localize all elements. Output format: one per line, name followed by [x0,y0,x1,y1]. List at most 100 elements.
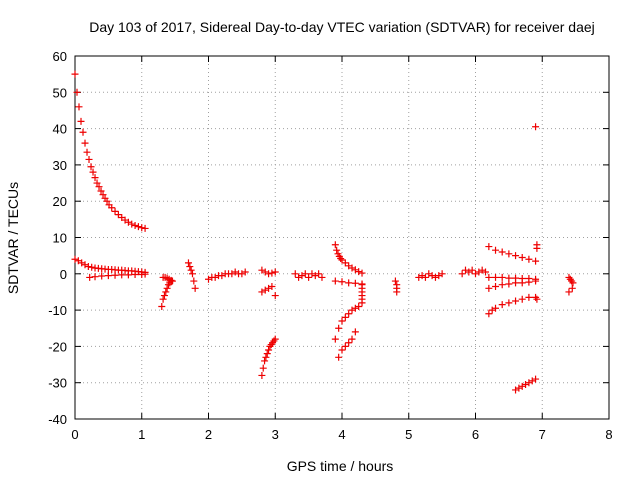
data-point [482,268,490,276]
data-point [355,268,363,276]
data-point [238,270,246,278]
data-point [438,270,446,278]
grid-layer [75,56,609,419]
data-point [128,220,136,228]
data-point [168,277,176,285]
y-tick-label: 60 [53,49,67,64]
data-point [311,272,319,280]
data-point [525,255,533,263]
data-point [345,339,353,347]
data-point [358,269,366,277]
data-point [341,313,349,321]
data-point [228,270,236,278]
data-point [91,273,99,281]
data-point [512,297,520,305]
data-point [355,302,363,310]
data-point [93,179,101,187]
y-tick-label: -30 [48,376,67,391]
data-point [505,299,513,307]
data-point [415,273,423,281]
x-tick-label: 1 [138,427,145,442]
data-point [331,277,339,285]
data-point [485,284,493,292]
data-point [258,371,266,379]
data-point [428,272,436,280]
data-point [86,273,94,281]
points-layer [71,70,577,394]
data-point [532,277,540,285]
y-tick-label: 40 [53,122,67,137]
data-point [141,270,149,278]
data-point [118,271,126,279]
data-point [461,266,469,274]
data-point [525,379,533,387]
data-point [522,381,530,389]
y-tick-label: 30 [53,158,67,173]
x-tick-label: 5 [405,427,412,442]
data-point [518,279,526,287]
x-tick-label: 4 [338,427,345,442]
data-point [131,271,139,279]
y-tick-label: -10 [48,303,67,318]
data-point [351,279,359,287]
data-point [163,284,171,292]
y-tick-label: 20 [53,194,67,209]
data-point [512,386,520,394]
data-point [103,197,111,205]
data-point [525,293,533,301]
data-point [265,346,273,354]
data-point [291,270,299,278]
data-point [425,270,433,278]
data-point [468,266,476,274]
x-tick-label: 0 [71,427,78,442]
data-point [333,246,341,254]
data-point [512,252,520,260]
data-point [75,103,83,111]
data-point [338,278,346,286]
data-point [338,346,346,354]
data-point [565,288,573,296]
data-point [295,273,303,281]
x-tick-label: 2 [205,427,212,442]
data-point [268,269,276,277]
data-point [141,224,149,232]
data-point [338,317,346,325]
data-point [351,266,359,274]
chart-title: Day 103 of 2017, Sidereal Day-to-day VTE… [89,19,595,35]
data-point [158,302,166,310]
data-point [258,288,266,296]
data-point [518,295,526,303]
data-point [111,271,119,279]
data-point [525,278,533,286]
data-point [88,263,96,271]
data-point [190,277,198,285]
data-point [167,276,175,284]
data-point [318,273,326,281]
data-point [391,277,399,285]
data-point [528,377,536,385]
data-point [191,284,199,292]
data-point [184,259,192,267]
data-point [505,250,513,258]
data-point [512,279,520,287]
data-point [315,270,323,278]
data-point [335,324,343,332]
x-tick-label: 8 [605,427,612,442]
data-point [393,288,401,296]
data-point [271,292,279,300]
data-point [298,272,306,280]
data-point [104,272,112,280]
data-point [218,272,226,280]
data-point [187,266,195,274]
data-point [533,295,541,303]
data-point [337,255,345,263]
data-point [124,271,132,279]
data-point [532,293,540,301]
data-point [435,272,443,280]
data-point [259,364,267,372]
x-tick-label: 7 [539,427,546,442]
data-point [345,310,353,318]
data-point [258,266,266,274]
data-point [77,117,85,125]
data-point [351,304,359,312]
